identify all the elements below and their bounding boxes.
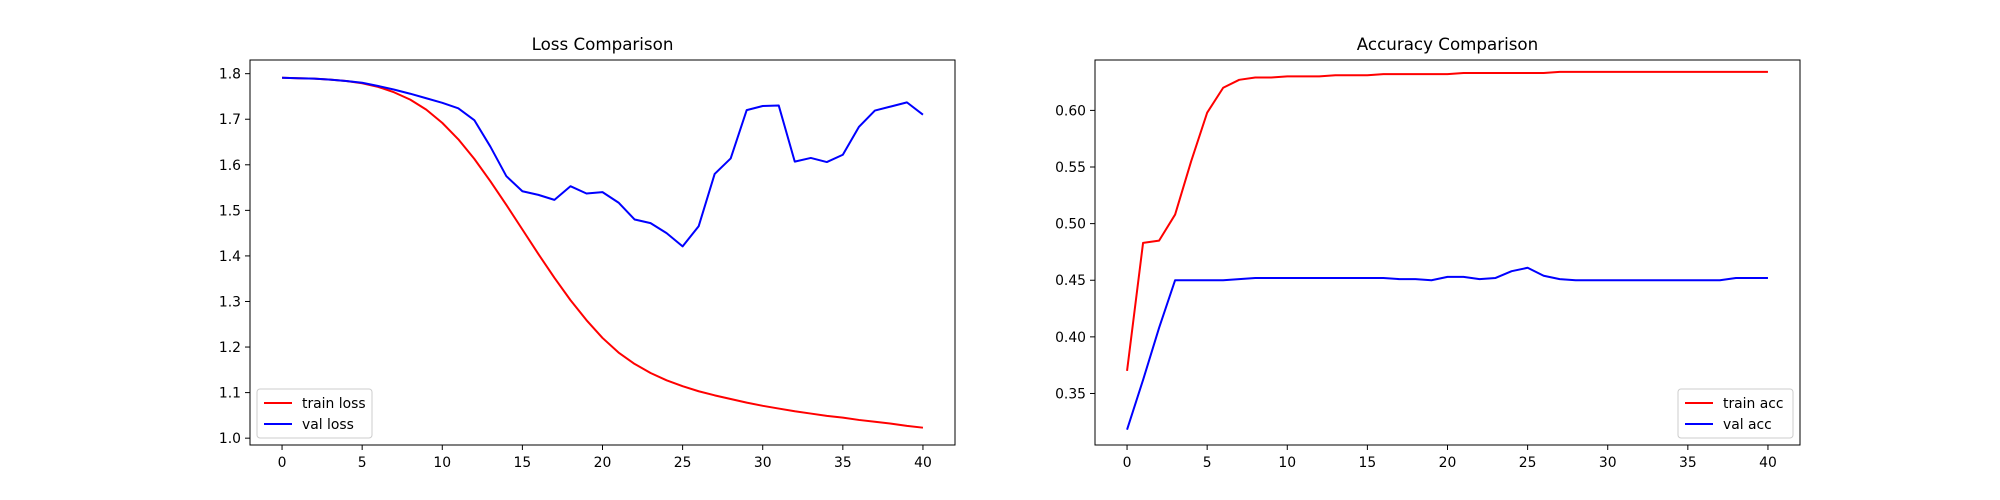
accuracy-x-tick-label: 30	[1599, 455, 1617, 471]
loss-x-tick-label: 25	[674, 455, 692, 471]
loss-y-tick-label: 1.1	[219, 386, 241, 402]
loss-y-tick-label: 1.8	[219, 67, 241, 83]
accuracy-x-tick-label: 40	[1759, 455, 1777, 471]
loss-x-tick-label: 10	[433, 455, 451, 471]
loss-y-tick-label: 1.4	[219, 249, 241, 265]
accuracy-y-tick-label: 0.50	[1055, 217, 1086, 233]
series-line-val-acc	[1126, 266, 1768, 431]
loss-x-tick-label: 35	[834, 455, 852, 471]
legend-label-train-loss: train loss	[302, 396, 366, 412]
series-line-train-acc	[1126, 70, 1768, 371]
accuracy-chart-title: Accuracy Comparison	[1357, 34, 1538, 54]
accuracy-y-tick-label: 0.45	[1055, 273, 1086, 289]
accuracy-x-tick-label: 10	[1278, 455, 1296, 471]
series-line-train-loss	[282, 76, 924, 429]
loss-x-tick-label: 40	[914, 455, 932, 471]
loss-y-tick-label: 1.2	[219, 340, 241, 356]
accuracy-x-tick-label: 15	[1359, 455, 1377, 471]
loss-chart-title: Loss Comparison	[532, 34, 674, 54]
accuracy-comparison-chart: Accuracy Comparison 0 5 10 15 20 25 30 35 40 0.35 0…	[1055, 34, 1801, 471]
loss-axes-frame	[249, 59, 956, 446]
loss-legend: train loss val loss	[256, 388, 373, 439]
accuracy-legend-box	[1677, 388, 1794, 439]
series-line-val-loss	[282, 76, 924, 248]
loss-x-tick-label: 0	[278, 455, 287, 471]
accuracy-x-tick-label: 20	[1439, 455, 1457, 471]
loss-x-tick-label: 15	[514, 455, 532, 471]
accuracy-y-tick-label: 0.60	[1055, 103, 1086, 119]
accuracy-y-tick-label: 0.40	[1055, 330, 1086, 346]
loss-comparison-chart: Loss Comparison 0 5 10 15 20 25 30 35 40 1.0 1.1 1.2…	[219, 34, 956, 471]
accuracy-x-tick-label: 35	[1679, 455, 1697, 471]
loss-y-tick-label: 1.7	[219, 112, 241, 128]
accuracy-x-tick-label: 0	[1123, 455, 1132, 471]
loss-x-tick-label: 30	[754, 455, 772, 471]
loss-y-tick-label: 1.5	[219, 203, 241, 219]
accuracy-y-tick-label: 0.55	[1055, 160, 1086, 176]
loss-y-tick-label: 1.0	[219, 431, 241, 447]
legend-label-train-acc: train acc	[1723, 396, 1784, 412]
accuracy-x-tick-label: 25	[1519, 455, 1537, 471]
loss-y-tick-label: 1.3	[219, 294, 241, 310]
loss-x-tick-label: 20	[594, 455, 612, 471]
accuracy-x-tick-label: 5	[1203, 455, 1212, 471]
legend-label-val-acc: val acc	[1723, 417, 1772, 433]
loss-y-tick-label: 1.6	[219, 158, 241, 174]
loss-x-tick-label: 5	[358, 455, 367, 471]
accuracy-y-tick-label: 0.35	[1055, 386, 1086, 402]
loss-legend-box	[256, 388, 373, 439]
legend-label-val-loss: val loss	[302, 417, 354, 433]
accuracy-axes-frame	[1094, 59, 1801, 446]
accuracy-legend: train acc val acc	[1677, 388, 1794, 439]
